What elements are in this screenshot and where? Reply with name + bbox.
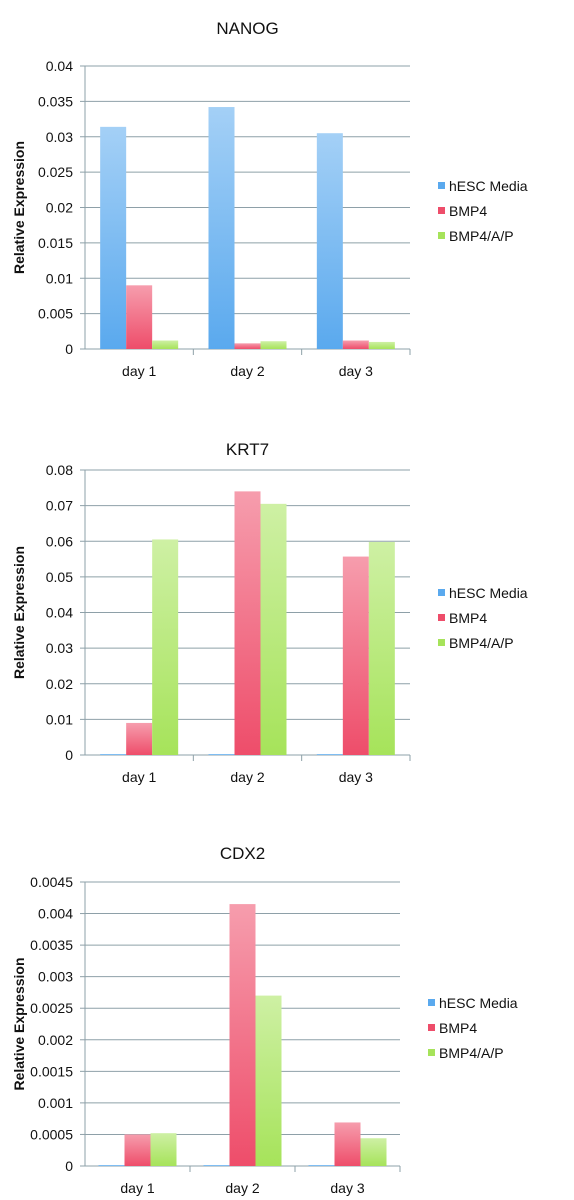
legend-label: BMP4/A/P (449, 228, 514, 244)
y-tick-label: 0.0015 (30, 1063, 73, 1079)
bar-bmp4-day-2 (234, 343, 261, 349)
y-tick-label: 0.015 (38, 235, 73, 251)
y-tick-label: 0.003 (38, 969, 73, 985)
y-tick-label: 0.0025 (30, 1000, 73, 1016)
bar-bmp4-day-2 (229, 904, 256, 1166)
y-tick-label: 0 (65, 747, 73, 763)
legend-swatch (428, 1024, 435, 1031)
bar-hesc-media-day-2 (208, 754, 235, 755)
legend-swatch (438, 639, 445, 646)
x-tick-label: day 1 (122, 363, 156, 379)
bar-bmp4-a-p-day-2 (255, 995, 282, 1166)
legend-label: hESC Media (449, 585, 528, 601)
y-tick-label: 0.005 (38, 306, 73, 322)
y-tick-label: 0.04 (46, 605, 73, 621)
bar-hesc-media-day-3 (316, 133, 343, 349)
y-axis-label: Relative Expression (11, 546, 27, 679)
legend-swatch (438, 232, 445, 239)
bar-bmp4-a-p-day-1 (150, 1133, 177, 1166)
y-tick-label: 0.01 (46, 270, 73, 286)
y-tick-label: 0.01 (46, 711, 73, 727)
y-tick-label: 0 (65, 1158, 73, 1174)
legend-label: hESC Media (439, 995, 518, 1011)
y-tick-label: 0.03 (46, 640, 73, 656)
legend-label: BMP4/A/P (439, 1045, 504, 1061)
legend-swatch (428, 999, 435, 1006)
y-tick-label: 0.001 (38, 1095, 73, 1111)
bar-bmp4-day-3 (342, 556, 369, 755)
y-tick-label: 0.06 (46, 533, 73, 549)
y-tick-label: 0 (65, 341, 73, 357)
bar-bmp4-day-1 (126, 722, 153, 755)
bar-hesc-media-day-1 (98, 1165, 125, 1166)
legend-label: BMP4 (439, 1020, 477, 1036)
bar-bmp4-a-p-day-3 (360, 1138, 387, 1166)
y-tick-label: 0.08 (46, 462, 73, 478)
y-tick-label: 0.05 (46, 569, 73, 585)
chart-title: CDX2 (220, 844, 265, 863)
bar-hesc-media-day-3 (308, 1165, 335, 1166)
bar-bmp4-day-3 (334, 1122, 361, 1166)
y-tick-label: 0.002 (38, 1032, 73, 1048)
x-tick-label: day 1 (120, 1180, 154, 1196)
y-tick-label: 0.02 (46, 200, 73, 216)
bar-bmp4-day-2 (234, 491, 261, 755)
bar-bmp4-a-p-day-3 (368, 541, 395, 755)
bar-bmp4-a-p-day-1 (152, 340, 179, 349)
chart-title: KRT7 (226, 440, 269, 459)
y-tick-label: 0.02 (46, 676, 73, 692)
y-tick-label: 0.025 (38, 164, 73, 180)
bar-bmp4-day-3 (342, 340, 369, 349)
x-tick-label: day 3 (339, 363, 373, 379)
chart-title: NANOG (216, 19, 278, 38)
bar-hesc-media-day-2 (208, 107, 235, 349)
legend-swatch (438, 182, 445, 189)
y-tick-label: 0.04 (46, 58, 73, 74)
x-tick-label: day 3 (339, 769, 373, 785)
legend-label: BMP4 (449, 610, 487, 626)
chart-nanog: NANOG 0 0.005 0.01 0.015 0.02 0.025 0.03 0.035 0.… (11, 19, 528, 379)
y-tick-label: 0.0005 (30, 1126, 73, 1142)
bar-bmp4-day-1 (126, 285, 153, 349)
bar-bmp4-a-p-day-2 (260, 341, 287, 349)
bar-hesc-media-day-3 (316, 754, 343, 755)
y-tick-label: 0.004 (38, 906, 73, 922)
y-axis-label: Relative Expression (11, 141, 27, 274)
chart-cdx2: CDX2 0 0.0005 0.001 0.0015 0.002 0.0025 0.003 0.… (11, 844, 518, 1196)
y-axis-label: Relative Expression (11, 957, 27, 1090)
legend-label: BMP4 (449, 203, 487, 219)
chart-krt7: KRT7 0 0.01 0.02 0.03 0.04 0.05 0.06 0.07 0.08 Rel… (11, 440, 528, 785)
y-tick-label: 0.07 (46, 498, 73, 514)
bar-hesc-media-day-1 (100, 126, 127, 349)
bar-hesc-media-day-1 (100, 754, 127, 755)
x-tick-label: day 2 (230, 363, 264, 379)
bar-bmp4-a-p-day-2 (260, 503, 287, 755)
x-tick-label: day 2 (225, 1180, 259, 1196)
y-tick-label: 0.0045 (30, 874, 73, 890)
bar-bmp4-a-p-day-1 (152, 539, 179, 755)
y-tick-label: 0.035 (38, 93, 73, 109)
legend-label: BMP4/A/P (449, 635, 514, 651)
y-tick-label: 0.0035 (30, 937, 73, 953)
legend-swatch (438, 207, 445, 214)
bar-bmp4-day-1 (124, 1134, 151, 1166)
bar-hesc-media-day-2 (203, 1165, 230, 1166)
y-tick-label: 0.03 (46, 129, 73, 145)
x-tick-label: day 2 (230, 769, 264, 785)
bar-bmp4-a-p-day-3 (368, 341, 395, 349)
x-tick-label: day 3 (330, 1180, 364, 1196)
x-tick-label: day 1 (122, 769, 156, 785)
legend-swatch (438, 614, 445, 621)
legend-swatch (438, 589, 445, 596)
legend-swatch (428, 1049, 435, 1056)
legend-label: hESC Media (449, 178, 528, 194)
